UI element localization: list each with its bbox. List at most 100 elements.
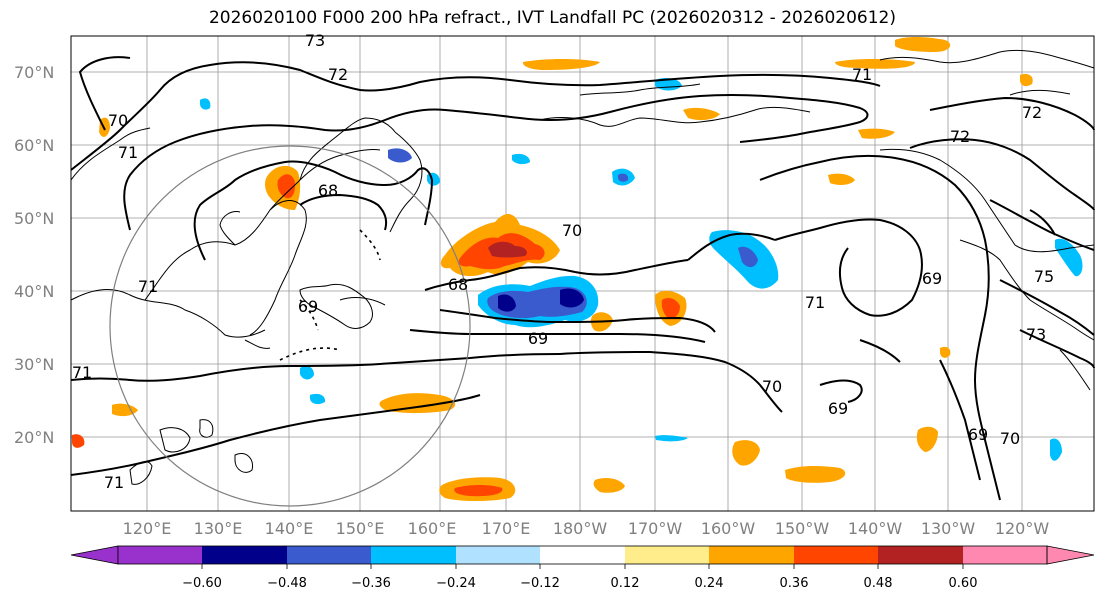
- contour-label: 71: [852, 65, 872, 84]
- colorbar-bin: [794, 546, 878, 564]
- positive-anomaly-patch: [835, 59, 915, 69]
- positive-anomaly-patch: [379, 393, 456, 413]
- longitude-labels: 120°E 130°E 140°E 150°E 160°E 170°E 180°…: [123, 519, 1050, 538]
- negative-anomaly-patch: [512, 153, 530, 165]
- lon-label: 130°E: [194, 519, 243, 538]
- contour-label: 69: [828, 399, 848, 418]
- colorbar: −0.60 −0.48 −0.36 −0.24 −0.12 0.12 0.24 …: [70, 545, 1095, 591]
- colorbar-tick-label: −0.60: [182, 576, 222, 591]
- colorbar-tick-label: −0.36: [351, 576, 391, 591]
- lat-label: 60°N: [14, 136, 54, 155]
- positive-anomaly-patch: [858, 128, 895, 139]
- positive-anomaly-patch: [593, 478, 625, 493]
- positive-anomaly-patch: [895, 37, 951, 52]
- colorbar-bin: [878, 546, 963, 564]
- colorbar-bin: [202, 546, 287, 564]
- lon-label: 170°W: [628, 519, 683, 538]
- contour-label: 72: [950, 127, 970, 146]
- contour-label: 72: [1022, 103, 1042, 122]
- colorbar-high-extend: [1046, 545, 1095, 565]
- colorbar-bin: [456, 546, 540, 564]
- lat-label: 20°N: [14, 428, 54, 447]
- contour-label: 71: [118, 143, 138, 162]
- colorbar-bin: [118, 546, 202, 564]
- lon-label: 140°E: [265, 519, 314, 538]
- colorbar-tick-label: 0.12: [611, 576, 640, 591]
- negative-anomaly-patch: [1055, 238, 1083, 277]
- colorbar-tick-label: −0.24: [436, 576, 476, 591]
- positive-anomaly-patch: [522, 59, 600, 70]
- colorbar-tick-label: −0.12: [520, 576, 560, 591]
- contour-label: 70: [562, 221, 582, 240]
- lon-label: 170°E: [482, 519, 531, 538]
- contour-label: 72: [328, 65, 348, 84]
- lon-label: 130°W: [921, 519, 976, 538]
- lon-label: 180°W: [553, 519, 608, 538]
- colorbar-bin: [287, 546, 371, 564]
- lon-label: 140°W: [848, 519, 903, 538]
- lat-label: 50°N: [14, 209, 54, 228]
- positive-anomaly-patch: [277, 174, 296, 199]
- lat-label: 30°N: [14, 355, 54, 374]
- negative-anomaly-patch: [498, 294, 516, 312]
- contour-label: 69: [298, 297, 318, 316]
- positive-anomaly-patch: [112, 403, 138, 417]
- negative-anomaly-patch: [738, 246, 758, 268]
- colorbar-bin: [540, 546, 625, 564]
- colorbar-tick-label: 0.36: [780, 576, 809, 591]
- positive-anomaly-patch: [683, 107, 720, 121]
- positive-anomaly-patch: [661, 298, 680, 319]
- lon-label: 160°W: [701, 519, 756, 538]
- lon-label: 120°E: [123, 519, 172, 538]
- positive-anomaly-patch: [488, 241, 527, 258]
- contour-lines: [70, 56, 1095, 501]
- colorbar-bin: [709, 546, 794, 564]
- colorbar-tick-label: 0.60: [949, 576, 978, 591]
- shaded-anomalies: [72, 37, 1083, 501]
- dotted-contours: [279, 229, 381, 361]
- negative-anomaly-patch: [560, 288, 584, 308]
- colorbar-frame: [117, 545, 1048, 565]
- colorbar-bin: [625, 546, 709, 564]
- negative-anomaly-patch: [1050, 438, 1062, 461]
- lon-label: 120°W: [995, 519, 1050, 538]
- contour-label: 71: [104, 473, 124, 492]
- colorbar-low-extend: [70, 545, 119, 565]
- negative-anomaly-patch: [388, 148, 412, 163]
- contour-label: 70: [762, 377, 782, 396]
- positive-anomaly-patch: [916, 426, 938, 452]
- contour-label: 75: [1034, 267, 1054, 286]
- positive-anomaly-patch: [732, 440, 760, 466]
- negative-anomaly-patch: [300, 366, 314, 380]
- lat-label: 40°N: [14, 282, 54, 301]
- positive-anomaly-patch: [785, 465, 846, 483]
- negative-anomaly-patch: [200, 98, 211, 110]
- map-content: 73 72 71 70 71 72 68 69 70 68 69 71 75 7…: [70, 31, 1095, 511]
- contour-label: 70: [108, 111, 128, 130]
- lon-label: 150°E: [336, 519, 385, 538]
- colorbar-ticks: [201, 564, 964, 569]
- positive-anomaly-patch: [454, 485, 503, 497]
- colorbar-bin: [963, 546, 1047, 564]
- latitude-labels: 70°N 60°N 50°N 40°N 30°N 20°N: [14, 63, 54, 447]
- contour-label: 71: [805, 293, 825, 312]
- contour-label: 71: [72, 363, 92, 382]
- contour-label: 68: [448, 275, 468, 294]
- contour-label: 69: [528, 329, 548, 348]
- lon-label: 150°W: [775, 519, 830, 538]
- range-circle: [109, 145, 471, 507]
- negative-anomaly-patch: [618, 173, 629, 182]
- positive-anomaly-patch: [72, 434, 85, 448]
- contour-label: 71: [138, 277, 158, 296]
- map-frame: [70, 35, 1095, 512]
- positive-anomaly-patch: [1020, 74, 1033, 87]
- contour-label: 73: [1026, 325, 1046, 344]
- negative-anomaly-patch: [310, 393, 326, 405]
- contour-label: 69: [968, 425, 988, 444]
- map-title: 2026020100 F000 200 hPa refract., IVT La…: [208, 8, 896, 28]
- positive-anomaly-patch: [828, 173, 855, 185]
- contour-label: 68: [318, 181, 338, 200]
- contour-label: 69: [922, 269, 942, 288]
- colorbar-bin: [371, 546, 456, 564]
